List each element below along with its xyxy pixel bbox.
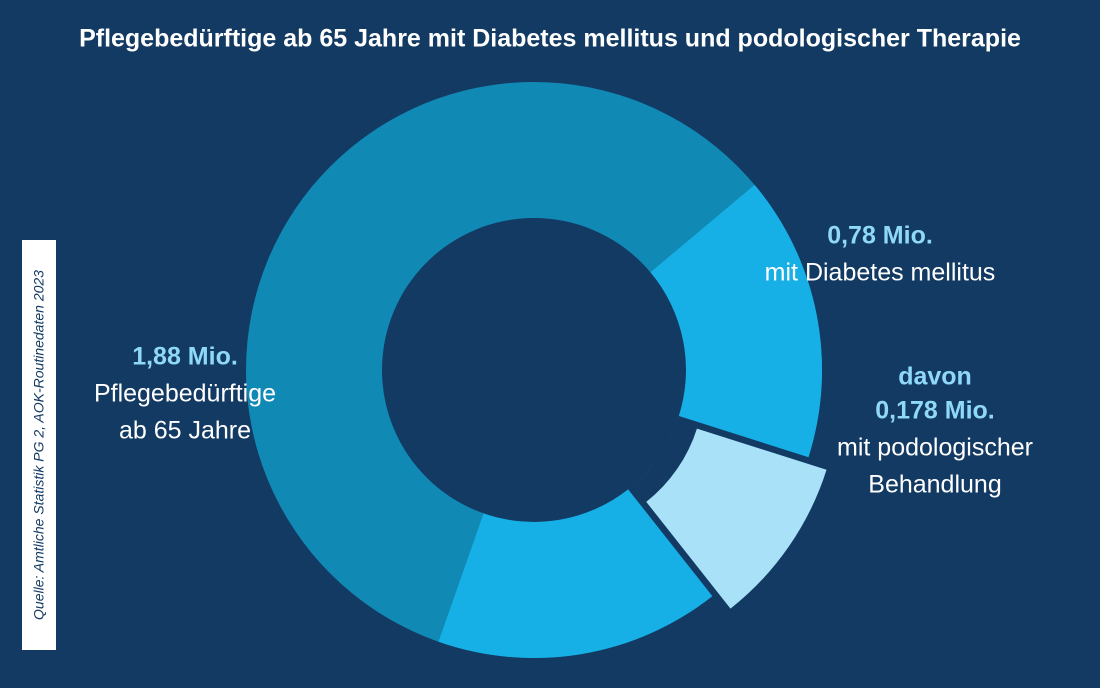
segment-label: Pflegebedürftige bbox=[94, 380, 276, 408]
segment-label: mit Diabetes mellitus bbox=[765, 259, 996, 287]
value-label: 0,78 Mio. bbox=[827, 222, 933, 250]
segment-label: Behandlung bbox=[868, 471, 1001, 499]
segment-label: ab 65 Jahre bbox=[119, 417, 251, 445]
segment-label: mit podologischer bbox=[837, 434, 1033, 462]
podology-segment bbox=[646, 428, 827, 609]
value-label: 1,88 Mio. bbox=[132, 343, 238, 371]
source-box bbox=[22, 240, 56, 650]
value-label: 0,178 Mio. bbox=[875, 397, 995, 425]
chart-title: Pflegebedürftige ab 65 Jahre mit Diabete… bbox=[79, 25, 1021, 53]
label-prefix: davon bbox=[898, 363, 972, 391]
source: Quelle: Amtliche Statistik PG 2, AOK-Rou… bbox=[31, 270, 47, 620]
diabetes-segment bbox=[438, 184, 822, 659]
